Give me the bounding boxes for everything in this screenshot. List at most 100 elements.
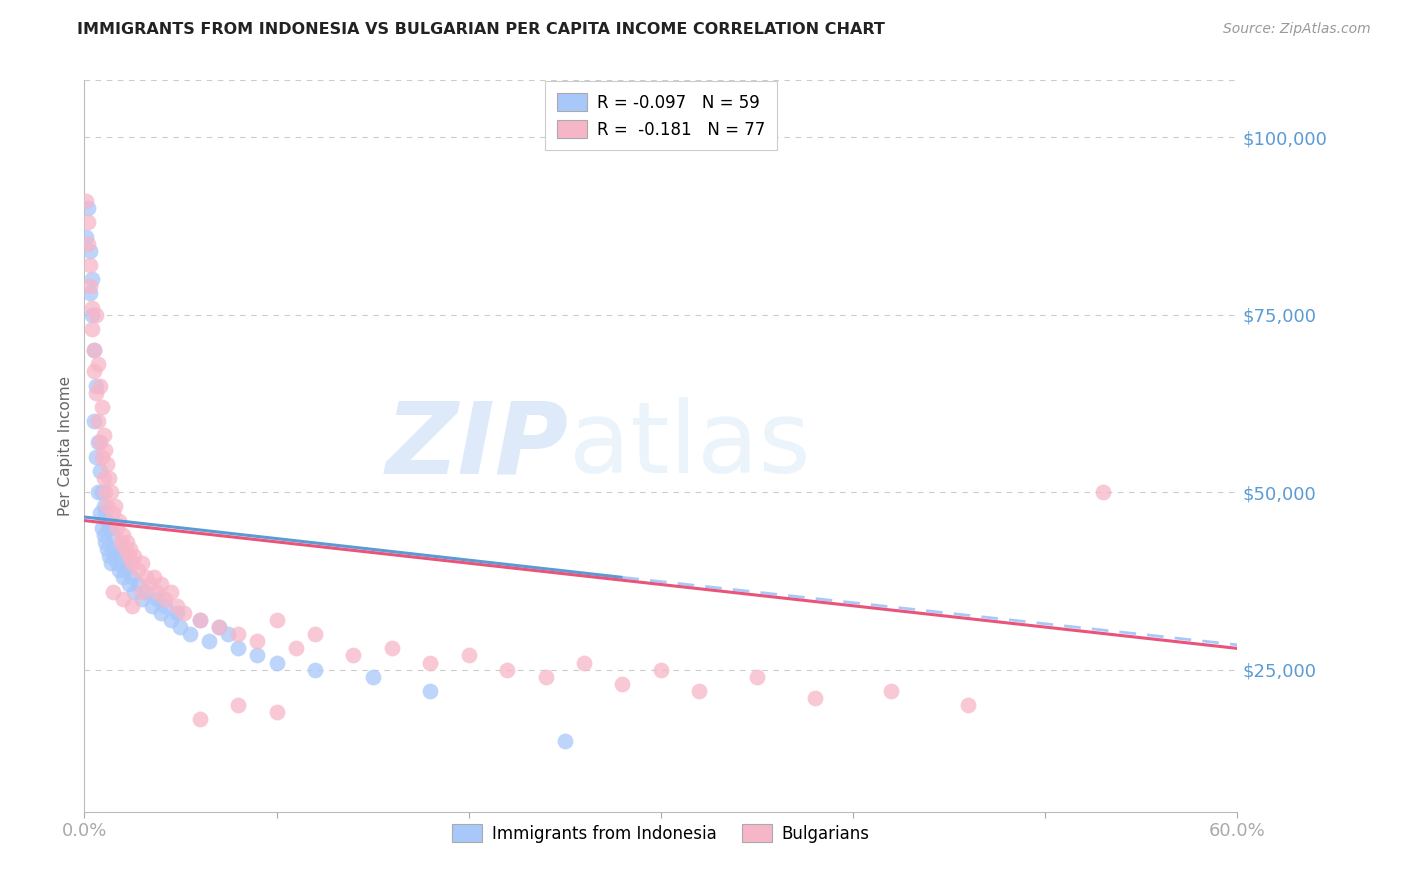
Point (121, 599, 143, 613)
Point (84, 450, 107, 464)
Point (188, 613, 211, 627)
Point (110, 534, 132, 549)
Point (105, 521, 128, 535)
Point (173, 606, 195, 620)
Point (98, 471, 121, 485)
Point (89, 507, 111, 521)
Point (121, 556, 143, 570)
Point (688, 684, 710, 698)
Point (104, 549, 127, 563)
Point (93, 471, 115, 485)
Text: ZIP: ZIP (385, 398, 568, 494)
Point (90, 485, 112, 500)
Point (166, 606, 188, 620)
Point (114, 541, 136, 556)
Point (79, 258, 101, 272)
Point (342, 648, 364, 663)
Point (89, 435, 111, 450)
Point (75, 194, 97, 208)
Point (266, 706, 288, 720)
Point (108, 563, 131, 577)
Point (79, 279, 101, 293)
Point (87, 414, 110, 428)
Point (150, 606, 173, 620)
Point (80, 308, 103, 322)
Point (115, 556, 138, 570)
Point (745, 670, 768, 684)
Point (103, 528, 124, 542)
Text: IMMIGRANTS FROM INDONESIA VS BULGARIAN PER CAPITA INCOME CORRELATION CHART: IMMIGRANTS FROM INDONESIA VS BULGARIAN P… (77, 22, 886, 37)
Point (94, 534, 117, 549)
Point (284, 641, 307, 656)
Point (127, 563, 149, 577)
Point (246, 634, 269, 648)
Point (138, 577, 160, 591)
Point (457, 648, 479, 663)
Point (89, 378, 111, 392)
Point (135, 570, 157, 584)
Point (612, 677, 634, 691)
Point (208, 620, 231, 634)
Point (226, 698, 249, 713)
Point (96, 514, 118, 528)
Point (93, 500, 115, 514)
Point (80, 322, 103, 336)
Point (80, 272, 103, 286)
Point (75, 229, 97, 244)
Point (111, 591, 134, 606)
Point (110, 541, 132, 556)
Point (554, 733, 576, 747)
Point (117, 549, 139, 563)
Point (131, 591, 153, 606)
Point (169, 620, 191, 634)
Point (87, 435, 110, 450)
Point (93, 528, 115, 542)
Point (103, 584, 124, 599)
Point (188, 713, 211, 727)
Point (111, 570, 134, 584)
Point (419, 656, 441, 670)
Point (361, 670, 384, 684)
Point (1091, 485, 1114, 500)
Point (90, 521, 112, 535)
Point (96, 457, 118, 471)
Point (77, 236, 100, 251)
Point (115, 534, 138, 549)
Point (957, 698, 980, 713)
Point (84, 385, 107, 400)
Point (87, 485, 110, 500)
Point (226, 627, 249, 641)
Point (83, 414, 105, 428)
Point (104, 500, 127, 514)
Point (572, 656, 595, 670)
Text: Source: ZipAtlas.com: Source: ZipAtlas.com (1223, 22, 1371, 37)
Point (105, 556, 128, 570)
Point (117, 577, 139, 591)
Point (98, 549, 121, 563)
Point (94, 507, 117, 521)
Point (166, 599, 188, 613)
Point (880, 684, 903, 698)
Point (153, 591, 176, 606)
Point (131, 584, 153, 599)
Point (141, 599, 163, 613)
Point (198, 634, 221, 648)
Point (135, 584, 157, 599)
Point (131, 556, 153, 570)
Point (84, 308, 107, 322)
Point (153, 599, 176, 613)
Point (650, 663, 672, 677)
Legend: Immigrants from Indonesia, Bulgarians: Immigrants from Indonesia, Bulgarians (440, 813, 882, 855)
Point (111, 528, 134, 542)
Point (100, 556, 122, 570)
Point (96, 500, 118, 514)
Point (146, 591, 169, 606)
Point (90, 400, 112, 414)
Point (94, 442, 117, 457)
Y-axis label: Per Capita Income: Per Capita Income (58, 376, 73, 516)
Point (218, 627, 240, 641)
Point (79, 244, 101, 258)
Point (90, 450, 112, 464)
Text: atlas: atlas (568, 398, 810, 494)
Point (79, 286, 101, 301)
